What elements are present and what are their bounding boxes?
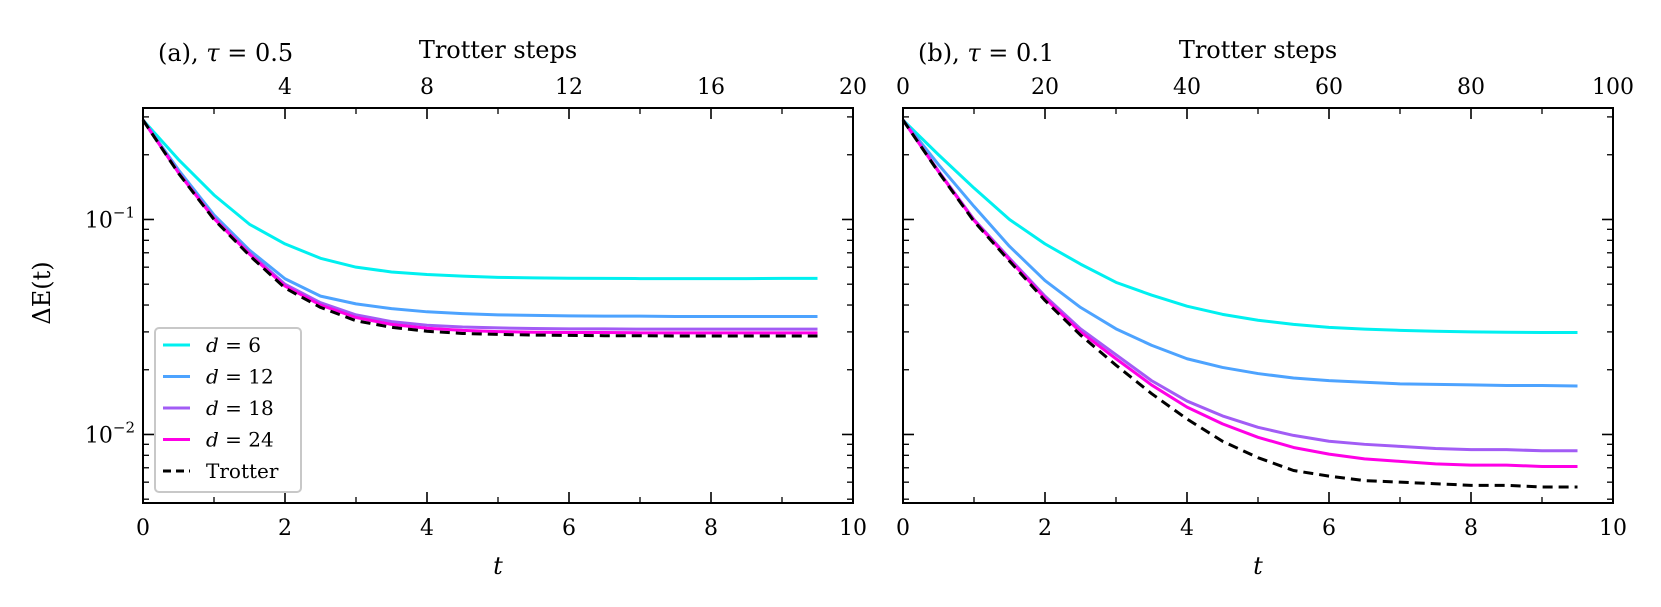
- top-x-tick-label: 40: [1173, 75, 1201, 100]
- y-tick-label-exponent: −1: [113, 203, 135, 221]
- legend-symbol: d: [206, 333, 219, 357]
- top-x-tick-label: 16: [697, 75, 725, 100]
- y-tick-label: 10−1: [85, 203, 135, 233]
- panel-a-top-xlabel: Trotter steps: [419, 36, 577, 64]
- top-x-tick-label: 12: [555, 75, 583, 100]
- series-line-d-18: [141, 119, 818, 331]
- panel-b-title-prefix: (b),: [918, 39, 967, 67]
- top-x-tick-label: 0: [896, 75, 910, 100]
- x-tick-label: 8: [704, 516, 718, 541]
- legend-entry-label: d = 24: [206, 428, 274, 452]
- y-tick-label-base: 10: [85, 423, 113, 448]
- x-tick-label: 6: [1322, 516, 1336, 541]
- y-axis-label-text: ΔE(t): [28, 261, 56, 324]
- legend-value: = 6: [219, 333, 261, 357]
- panel-b-title-symbol: τ: [967, 39, 981, 67]
- x-tick-label: 0: [896, 516, 910, 541]
- y-tick-label-exponent: −2: [113, 418, 135, 436]
- y-tick-label-base: 10: [85, 208, 113, 233]
- top-x-tick-label: 20: [1031, 75, 1059, 100]
- series-line-trotter: [141, 119, 818, 338]
- panel-b: (b), τ = 0.1 Trotter steps t 0 2 4 6 8 100 20 4…: [896, 36, 1634, 580]
- series-line-d-18: [901, 119, 1578, 453]
- top-x-tick-label: 60: [1315, 75, 1343, 100]
- panel-a-title-symbol: τ: [206, 39, 220, 67]
- x-tick-label: 8: [1464, 516, 1478, 541]
- series-line-d-12: [141, 119, 818, 318]
- top-x-tick-label: 20: [839, 75, 867, 100]
- y-tick-label: 10−2: [85, 418, 135, 448]
- plot-frame: [902, 107, 1614, 504]
- panel-b-title: (b), τ = 0.1: [918, 39, 1054, 67]
- top-x-tick-label: 4: [278, 75, 292, 100]
- x-tick-label: 4: [1180, 516, 1194, 541]
- x-tick-label: 10: [839, 516, 867, 541]
- top-x-tick-label: 8: [420, 75, 434, 100]
- x-tick-label: 6: [562, 516, 576, 541]
- x-tick-label: 4: [420, 516, 434, 541]
- series-line-d-12: [901, 119, 1578, 388]
- legend-value: = 18: [219, 396, 274, 420]
- panel-b-xlabel: t: [1253, 552, 1263, 580]
- top-x-tick-label: 100: [1592, 75, 1634, 100]
- legend-symbol: d: [206, 365, 219, 389]
- top-x-tick-label: 80: [1457, 75, 1485, 100]
- panel-b-top-xlabel: Trotter steps: [1179, 36, 1337, 64]
- panel-b-plot-area: 0 2 4 6 8 100 20 40 60 80 100: [896, 75, 1634, 541]
- panel-a-title: (a), τ = 0.5: [158, 39, 293, 67]
- legend-entry-label: Trotter: [206, 459, 279, 483]
- series-line-d-24: [141, 119, 818, 335]
- y-axis-label: ΔE(t): [28, 261, 56, 324]
- series-line-trotter: [901, 119, 1578, 489]
- panel-a: (a), τ = 0.5 Trotter steps t 0 2 4 6 8 10 4 8 12…: [85, 36, 867, 580]
- x-tick-label: 2: [1038, 516, 1052, 541]
- panel-a-xlabel: t: [493, 552, 503, 580]
- legend-value: = 24: [219, 428, 274, 452]
- panel-b-title-suffix: = 0.1: [981, 39, 1055, 67]
- legend-symbol: d: [206, 428, 219, 452]
- legend-entry-label: d = 6: [206, 333, 261, 357]
- legend-symbol: d: [206, 396, 219, 420]
- panel-a-title-prefix: (a),: [158, 39, 206, 67]
- x-tick-label: 0: [136, 516, 150, 541]
- legend-box: [154, 327, 302, 493]
- x-tick-label: 2: [278, 516, 292, 541]
- series-line-d-24: [901, 119, 1578, 468]
- legend-entry-label: d = 12: [206, 365, 274, 389]
- series-line-d-6: [901, 118, 1578, 335]
- x-tick-label: 10: [1599, 516, 1627, 541]
- legend-value: = 12: [219, 365, 274, 389]
- series-line-d-6: [141, 119, 818, 281]
- legend-entry-label: d = 18: [206, 396, 274, 420]
- panel-a-title-suffix: = 0.5: [220, 39, 294, 67]
